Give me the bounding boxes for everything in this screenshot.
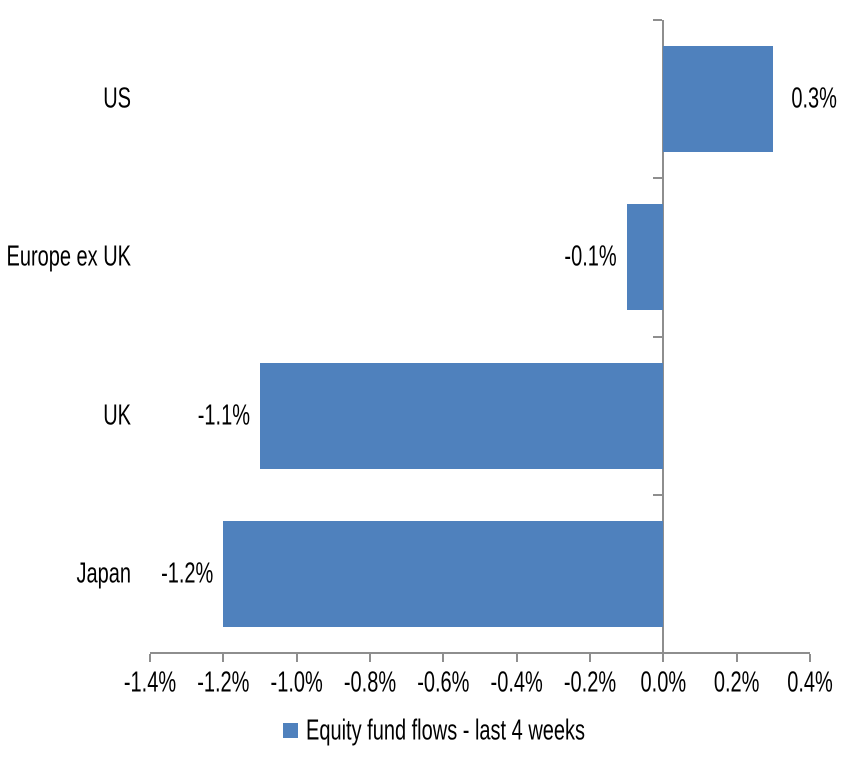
x-tick-label: -0.4% <box>490 667 543 699</box>
category-tick <box>653 177 663 180</box>
x-axis <box>150 652 810 654</box>
category-tick <box>653 19 663 21</box>
bar <box>223 520 664 627</box>
bar <box>260 362 664 469</box>
legend-label: Equity fund flows - last 4 weeks <box>306 715 586 747</box>
x-tick <box>222 654 225 662</box>
x-tick <box>442 654 445 662</box>
category-label: Europe ex UK <box>6 241 131 274</box>
y-axis <box>662 20 665 653</box>
x-tick <box>589 654 591 662</box>
x-tick <box>515 654 518 662</box>
x-tick-label: -0.2% <box>563 667 617 699</box>
bar-value-label: 0.3% <box>791 83 837 116</box>
x-tick-label: 0.0% <box>640 667 687 699</box>
category-tick <box>653 493 663 496</box>
bar-value-label: -1.1% <box>197 399 250 432</box>
bar <box>663 46 774 153</box>
category-label: Japan <box>76 557 132 590</box>
x-tick <box>662 654 665 662</box>
x-tick-label: 0.4% <box>787 667 833 699</box>
category-label: US <box>103 83 131 116</box>
x-tick-label: -0.8% <box>343 667 397 699</box>
category-tick <box>653 335 663 338</box>
x-tick <box>369 654 371 662</box>
bar-value-label: -0.1% <box>564 241 617 274</box>
legend-swatch-icon <box>283 723 298 738</box>
x-tick <box>735 654 738 662</box>
category-tick <box>653 652 663 654</box>
x-tick <box>295 654 298 662</box>
x-tick-label: -1.2% <box>197 667 250 699</box>
x-tick-label: -1.4% <box>123 667 177 699</box>
category-label: UK <box>103 399 131 432</box>
x-tick <box>809 654 811 662</box>
x-tick-label: -1.0% <box>270 667 323 699</box>
x-tick <box>149 654 151 662</box>
x-tick-label: 0.2% <box>713 667 760 699</box>
x-tick-label: -0.6% <box>417 667 470 699</box>
bar <box>626 204 664 311</box>
bar-value-label: -1.2% <box>161 557 214 590</box>
